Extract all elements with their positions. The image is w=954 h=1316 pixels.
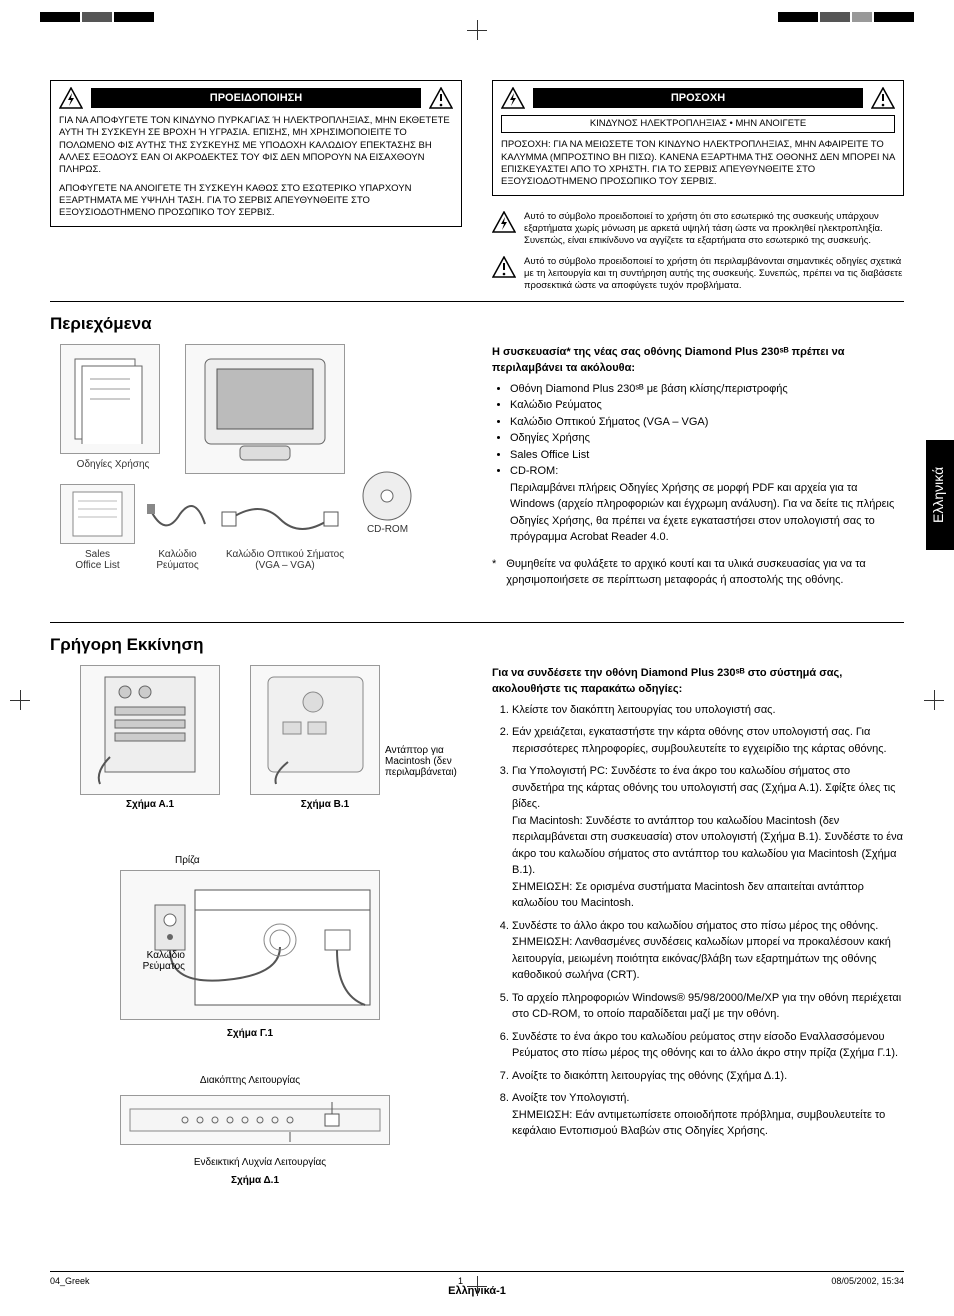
language-tab: Ελληνικά: [926, 440, 954, 550]
contents-heading: Περιεχόμενα: [50, 314, 904, 334]
caution-box: ΠΡΟΣΟΧΗ ΚΙΝΔΥΝΟΣ ΗΛΕΚΤΡΟΠΛΗΞΙΑΣ • ΜΗΝ ΑΝ…: [492, 80, 904, 196]
footnote-mark: *: [492, 556, 496, 589]
print-meta: 04_Greek 1 08/05/2002, 15:34: [50, 1271, 904, 1286]
meta-page: 1: [458, 1276, 463, 1286]
monitor-back-connection-icon: [120, 870, 380, 1020]
warning-box: ΠΡΟΕΙΔΟΠΟΙΗΣΗ ΓΙΑ ΝΑ ΑΠΟΦΥΓΕΤΕ ΤΟΝ ΚΙΝΔΥ…: [50, 80, 462, 227]
mac-adapter-label: Αντάπτορ για Macintosh (δεν περιλαμβάνετ…: [385, 745, 495, 778]
crosshair-icon: [10, 690, 30, 710]
pc-back-icon: [80, 665, 220, 795]
mac-back-icon: [250, 665, 380, 795]
list-item: Οθόνη Diamond Plus 230ˢᴮ με βάση κλίσης/…: [510, 381, 904, 398]
warning-text: ΑΠΟΦΥΓΕΤΕ ΝΑ ΑΝΟΙΓΕΤΕ ΤΗ ΣΥΣΚΕΥΗ ΚΑΘΩΣ Σ…: [59, 183, 453, 220]
section-rule: [50, 301, 904, 302]
power-led-label: Ενδεικτική Λυχνία Λειτουργίας: [160, 1157, 360, 1168]
list-item: Sales Office List: [510, 447, 904, 464]
footnote: * Θυμηθείτε να φυλάξετε το αρχικό κουτί …: [492, 556, 904, 589]
list-item: Εάν χρειάζεται, εγκαταστήστε την κάρτα ο…: [512, 724, 904, 757]
power-switch-label: Διακόπτης Λειτουργίας: [180, 1075, 320, 1086]
shock-warning-icon: [501, 87, 525, 109]
monitor-icon: [185, 344, 345, 474]
shock-warning-icon: [59, 87, 83, 109]
warning-title: ΠΡΟΕΙΔΟΠΟΙΗΣΗ: [91, 88, 421, 108]
contents-lead: Η συσκευασία* της νέας σας οθόνης Diamon…: [492, 344, 904, 377]
monitor-front-panel-icon: [120, 1095, 390, 1145]
list-item: Καλώδιο Ρεύματος: [510, 397, 904, 414]
registration-mark: [40, 12, 154, 22]
list-item: Οδηγίες Χρήσης: [510, 430, 904, 447]
power-cable-icon: [145, 499, 210, 544]
contents-list: Οθόνη Diamond Plus 230ˢᴮ με βάση κλίσης/…: [492, 381, 904, 546]
list-item: Συνδέστε το άλλο άκρο του καλωδίου σήματ…: [512, 918, 904, 984]
meta-timestamp: 08/05/2002, 15:34: [831, 1276, 904, 1286]
manual-icon: [60, 344, 160, 454]
caution-icon: [871, 87, 895, 109]
package-illustration: Οδηγίες Χρήσης Sales Office List Καλώδιο…: [50, 344, 462, 614]
figure-label: Σχήμα Γ.1: [120, 1028, 380, 1039]
list-item: CD-ROM: Περιλαμβάνει πλήρεις Οδηγίες Χρή…: [510, 463, 904, 546]
caution-icon: [429, 87, 453, 109]
figure-label: Σχήμα Δ.1: [120, 1175, 390, 1186]
registration-mark: [778, 12, 914, 22]
list-item: Κλείστε τον διακόπτη λειτουργίας του υπο…: [512, 702, 904, 719]
list-item: Για Υπολογιστή PC: Συνδέστε το ένα άκρο …: [512, 763, 904, 912]
meta-file: 04_Greek: [50, 1276, 90, 1286]
warning-text: ΓΙΑ ΝΑ ΑΠΟΦΥΓΕΤΕ ΤΟΝ ΚΙΝΔΥΝΟ ΠΥΡΚΑΓΙΑΣ Ή…: [59, 115, 453, 177]
power-cable-label: Καλώδιο Ρεύματος: [145, 549, 210, 571]
list-item: Συνδέστε το ένα άκρο του καλωδίου ρεύματ…: [512, 1029, 904, 1062]
quickstart-heading: Γρήγορη Εκκίνηση: [50, 635, 904, 655]
crosshair-icon: [467, 20, 487, 40]
cdrom-icon: [360, 469, 415, 524]
signal-cable-label: Καλώδιο Οπτικού Σήματος (VGA – VGA): [215, 549, 355, 571]
signal-cable-icon: [220, 494, 340, 544]
manual-label: Οδηγίες Χρήσης: [68, 459, 158, 470]
footnote-text: Θυμηθείτε να φυλάξετε το αρχικό κουτί κα…: [506, 556, 904, 589]
quickstart-illustration: Σχήμα Α.1 Αντάπτορ για Macintosh (δεν πε…: [50, 665, 462, 1265]
symbol-text: Αυτό το σύμβολο προειδοποιεί το χρήστη ό…: [524, 256, 904, 293]
caution-text: ΠΡΟΣΟΧΗ: ΓΙΑ ΝΑ ΜΕΙΩΣΕΤΕ ΤΟΝ ΚΙΝΔΥΝΟ ΗΛΕ…: [501, 139, 895, 188]
list-item: Ανοίξτε τον Υπολογιστή. ΣΗΜΕΙΩΣΗ: Εάν αν…: [512, 1090, 904, 1140]
quickstart-steps: Κλείστε τον διακόπτη λειτουργίας του υπο…: [492, 702, 904, 1140]
section-rule: [50, 622, 904, 623]
list-item: Ανοίξτε το διακόπτη λειτουργίας της οθόν…: [512, 1068, 904, 1085]
crosshair-icon: [924, 690, 944, 710]
shock-warning-icon: [492, 211, 516, 233]
list-item: Καλώδιο Οπτικού Σήματος (VGA – VGA): [510, 414, 904, 431]
symbol-text: Αυτό το σύμβολο προειδοποιεί το χρήστη ό…: [524, 211, 904, 248]
sales-list-icon: [60, 484, 135, 544]
sales-list-label: Sales Office List: [60, 549, 135, 571]
outlet-label: Πρίζα: [175, 855, 200, 866]
figure-label: Σχήμα Α.1: [80, 799, 220, 810]
symbol-explanation: Αυτό το σύμβολο προειδοποιεί το χρήστη ό…: [492, 256, 904, 293]
list-item: Το αρχείο πληροφοριών Windows® 95/98/200…: [512, 990, 904, 1023]
caution-subtitle: ΚΙΝΔΥΝΟΣ ΗΛΕΚΤΡΟΠΛΗΞΙΑΣ • ΜΗΝ ΑΝΟΙΓΕΤΕ: [501, 115, 895, 133]
power-cable-label: Καλώδιο Ρεύματος: [115, 950, 185, 972]
figure-label: Σχήμα Β.1: [250, 799, 400, 810]
caution-title: ΠΡΟΣΟΧΗ: [533, 88, 863, 108]
quickstart-lead: Για να συνδέσετε την οθόνη Diamond Plus …: [492, 665, 904, 698]
caution-icon: [492, 256, 516, 278]
symbol-explanation: Αυτό το σύμβολο προειδοποιεί το χρήστη ό…: [492, 211, 904, 248]
cdrom-label: CD-ROM: [360, 524, 415, 535]
